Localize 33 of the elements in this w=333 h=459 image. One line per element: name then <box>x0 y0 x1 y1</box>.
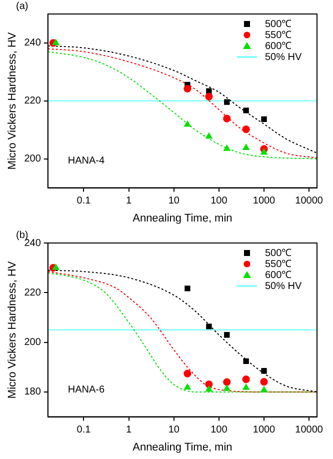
legend-label: 50% HV <box>265 280 302 292</box>
x-tick-label: 0.1 <box>76 424 92 436</box>
legend-label: 550℃ <box>265 30 292 41</box>
y-tick-label: 220 <box>24 96 42 107</box>
x-tick-label: 0.1 <box>76 196 92 207</box>
y-tick-label: 200 <box>24 337 42 348</box>
x-axis-title: Annealing Time, min <box>132 212 232 224</box>
text: (a) <box>16 0 28 12</box>
legend-label: 550℃ <box>265 258 292 270</box>
x-tick-label: 1 <box>126 196 132 207</box>
x-tick-label: 100 <box>210 424 228 436</box>
x-tick-label: 100 <box>210 196 228 207</box>
y-tick-label: 240 <box>24 38 42 49</box>
legend-label: 50% HV <box>265 52 302 63</box>
y-axis-title: Micro Vickers Hardness, HV <box>6 260 19 399</box>
legend-label: 500℃ <box>265 18 292 30</box>
legend-label: 500℃ <box>265 248 292 259</box>
annotation: HANA-6 <box>68 384 105 396</box>
y-axis-title: Micro Vickers Hardness, HV <box>6 32 19 170</box>
x-axis-title: Annealing Time, min <box>132 441 232 454</box>
y-tick-label: 200 <box>24 154 42 165</box>
y-tick-label: 180 <box>24 386 42 398</box>
legend-label: 600℃ <box>265 40 292 52</box>
x-tick-label: 1 <box>126 424 132 436</box>
x-tick-label: 1000 <box>252 196 276 207</box>
x-tick-label: 10 <box>168 196 180 207</box>
y-tick-label: 220 <box>24 287 42 298</box>
x-tick-label: 1000 <box>252 424 276 436</box>
x-tick-label: 10000 <box>295 196 324 207</box>
x-tick-label: 10000 <box>295 424 324 436</box>
legend-label: 600℃ <box>265 270 292 281</box>
annotation: HANA-4 <box>68 156 105 167</box>
x-tick-label: 10 <box>168 424 180 436</box>
